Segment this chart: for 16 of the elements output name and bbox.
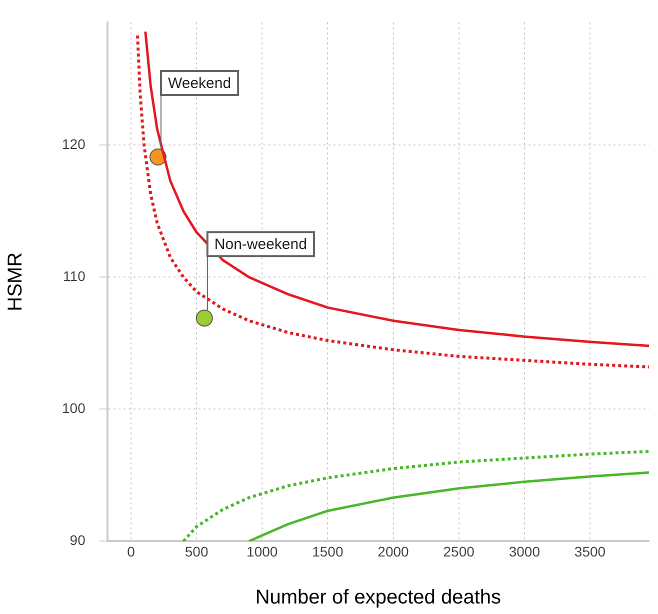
y-tick-label: 120: [62, 136, 86, 152]
x-axis-title: Number of expected deaths: [255, 586, 502, 609]
y-axis-title: HSMR: [4, 252, 27, 312]
annotation: Weekend: [168, 75, 232, 92]
x-tick-label: 1500: [312, 543, 344, 560]
x-tick-label: 3000: [508, 543, 540, 560]
x-tick-label: 3500: [574, 543, 606, 560]
x-tick-label: 1000: [246, 543, 278, 560]
x-tick-label: 2500: [443, 543, 475, 560]
x-tick-label: 0: [127, 543, 136, 560]
y-tick-label: 90: [70, 532, 86, 548]
x-tick-label: 2000: [378, 543, 410, 560]
x-tick-label: 500: [184, 543, 208, 560]
y-tick-label: 100: [62, 400, 86, 416]
annotation: Non-weekend: [214, 236, 307, 254]
y-tick-label: 110: [63, 268, 86, 284]
